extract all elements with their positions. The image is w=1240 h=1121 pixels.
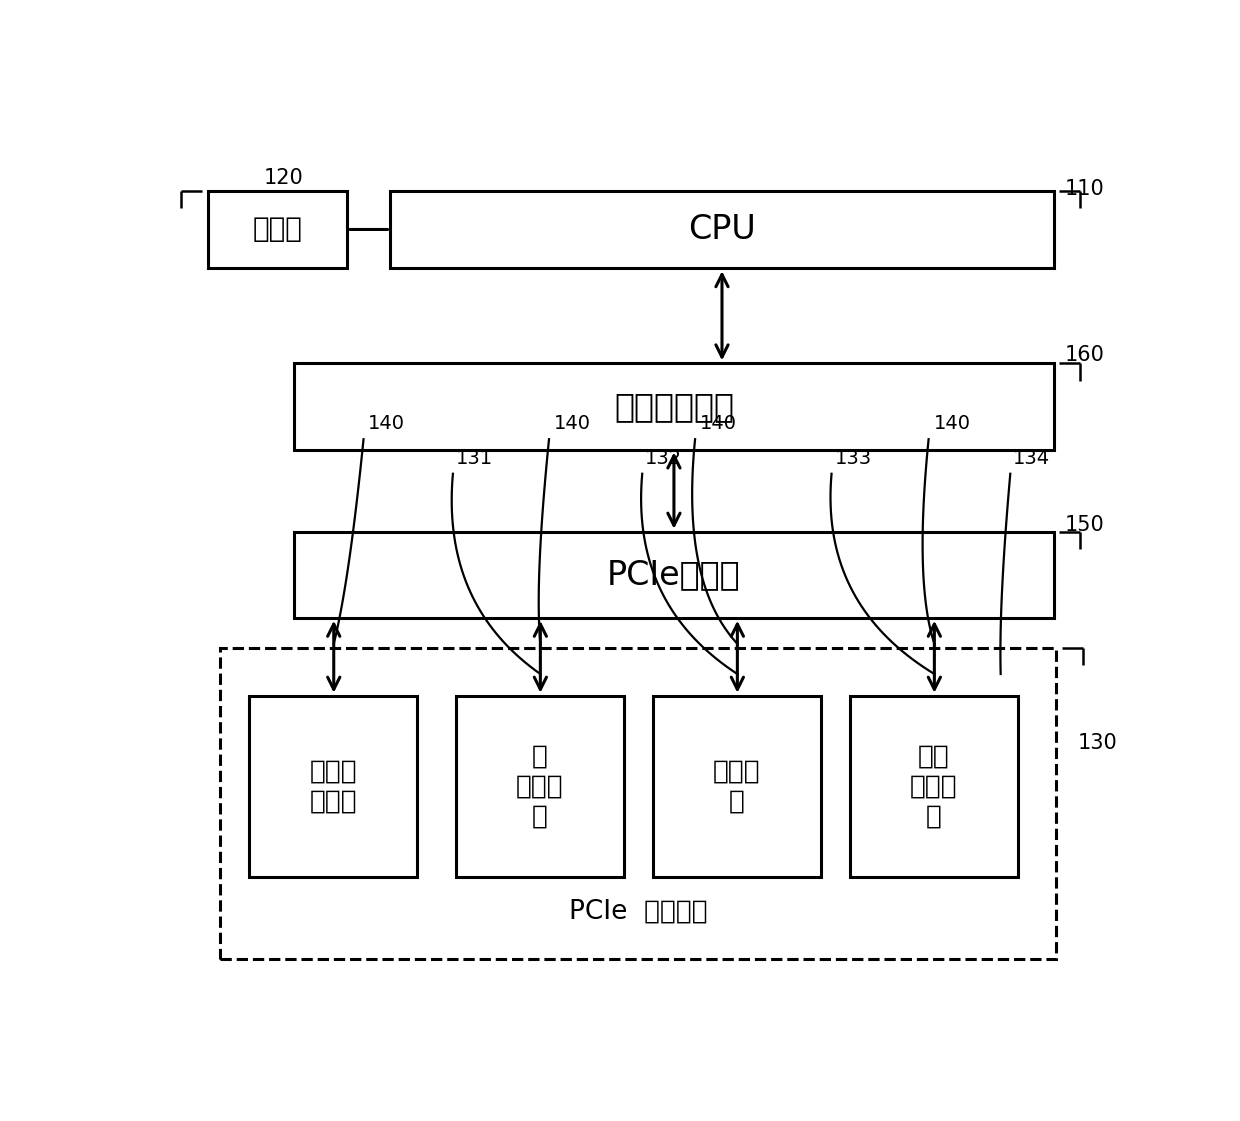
Text: 140: 140 [554, 414, 590, 433]
Text: 模拟响应模块: 模拟响应模块 [614, 390, 734, 423]
Text: 140: 140 [368, 414, 405, 433]
Text: 120: 120 [264, 168, 304, 187]
Bar [208, 191, 347, 268]
Text: 存储器: 存储器 [253, 215, 303, 243]
Text: PCIe  端点设备: PCIe 端点设备 [569, 898, 708, 925]
Text: 133: 133 [835, 448, 872, 467]
Bar [849, 695, 1018, 877]
Bar [249, 695, 418, 877]
Bar [456, 695, 624, 877]
Text: 110: 110 [1065, 179, 1105, 198]
Text: 140: 140 [934, 414, 971, 433]
Text: 视频
加速部
件: 视频 加速部 件 [910, 743, 957, 830]
Bar [221, 648, 1056, 958]
Bar [294, 363, 1054, 450]
Bar [652, 695, 821, 877]
Text: 150: 150 [1065, 515, 1105, 535]
Text: 140: 140 [699, 414, 737, 433]
Text: 132: 132 [645, 448, 682, 467]
Text: PCIe交换器: PCIe交换器 [608, 558, 740, 591]
Bar [391, 191, 1054, 268]
Text: 131: 131 [456, 448, 494, 467]
Text: 130: 130 [1078, 733, 1117, 753]
Text: 134: 134 [1013, 448, 1050, 467]
Text: CPU: CPU [688, 213, 756, 245]
Text: 固态硬
盘: 固态硬 盘 [713, 758, 760, 814]
Text: 图形处
理单元: 图形处 理单元 [310, 758, 357, 814]
Bar [294, 531, 1054, 618]
Text: 网
络适配
器: 网 络适配 器 [516, 743, 564, 830]
Text: 160: 160 [1065, 344, 1105, 364]
